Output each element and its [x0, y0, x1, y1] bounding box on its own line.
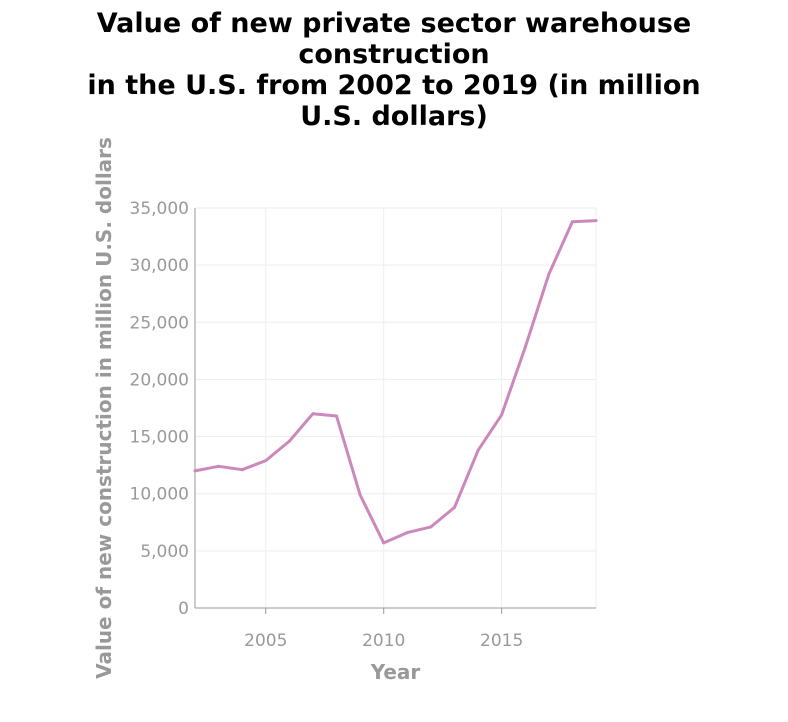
- data-point: [523, 345, 527, 349]
- series-line: [194, 219, 597, 545]
- y-tick-label: 20,000: [130, 370, 189, 390]
- y-tick-label: 25,000: [130, 313, 189, 333]
- y-tick-label: 0: [178, 599, 189, 619]
- x-tick-label: 2010: [362, 631, 405, 651]
- series-line-group: [193, 219, 598, 545]
- data-point: [570, 220, 574, 224]
- data-point: [452, 505, 456, 509]
- data-point: [217, 464, 221, 468]
- y-tick-label: 30,000: [130, 256, 189, 276]
- data-point: [335, 414, 339, 418]
- y-tick-label: 5,000: [140, 542, 189, 562]
- chart-title: Value of new private sector warehouse co…: [87, 8, 701, 132]
- data-point: [287, 439, 291, 443]
- x-tick-label: 2005: [244, 631, 287, 651]
- data-point: [311, 412, 315, 416]
- data-point: [547, 272, 551, 276]
- y-tick-label: 35,000: [130, 199, 189, 219]
- x-tick-label: 2015: [480, 631, 523, 651]
- chart-axes: [194, 208, 596, 609]
- data-point: [358, 493, 362, 497]
- y-tick-label: 10,000: [130, 485, 189, 505]
- data-point: [594, 219, 598, 223]
- data-point: [240, 468, 244, 472]
- x-axis-ticks: 2005 2010 2015: [244, 608, 523, 651]
- data-point: [476, 448, 480, 452]
- data-point: [382, 541, 386, 545]
- data-point: [500, 413, 504, 417]
- data-point: [405, 531, 409, 535]
- data-point: [193, 469, 197, 473]
- data-point: [429, 525, 433, 529]
- data-point: [264, 459, 268, 463]
- y-tick-label: 15,000: [130, 428, 189, 448]
- y-axis-ticks: 0 5,000 10,000 15,000 20,000 25,000 30,000 35,0…: [130, 199, 189, 619]
- grid-lines: [195, 207, 597, 609]
- x-axis-label: Year: [370, 660, 421, 684]
- y-axis-label: Value of new construction in million U.S…: [92, 137, 116, 679]
